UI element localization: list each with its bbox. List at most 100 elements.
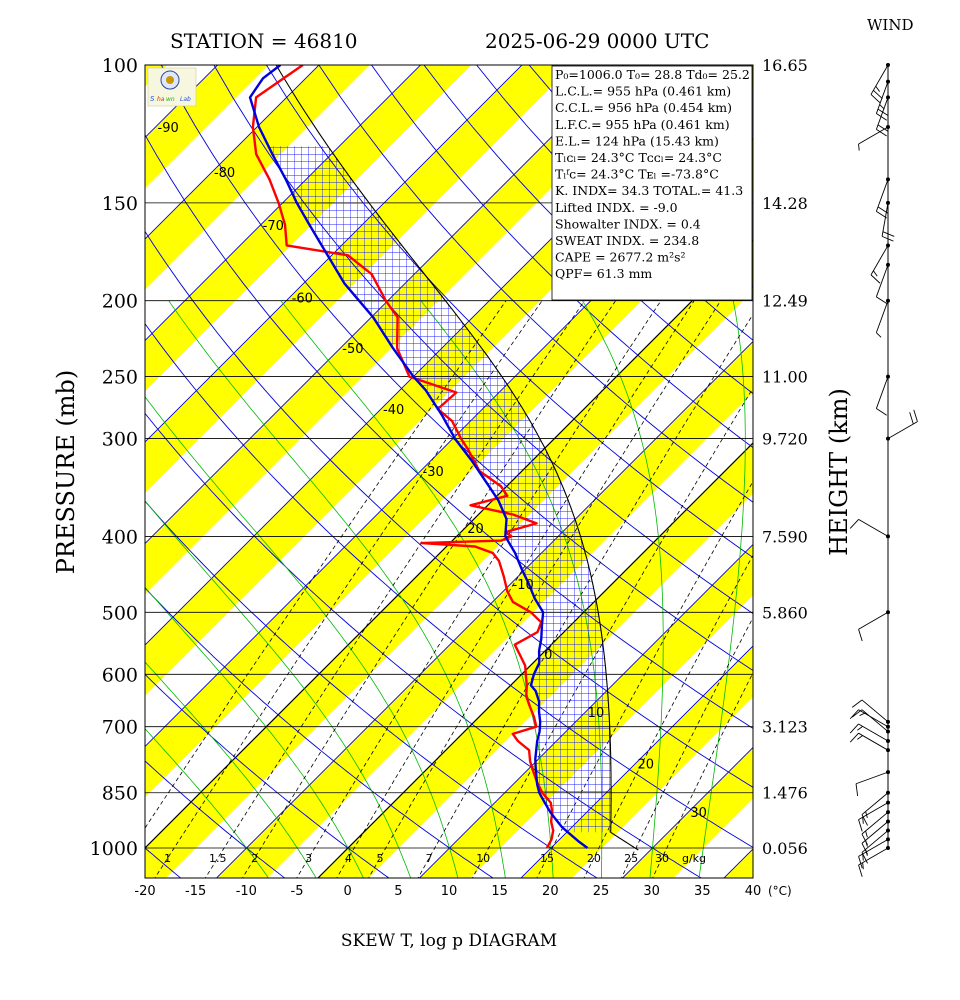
- dry-adiabat: [371, 65, 753, 449]
- mixing-ratio-line: [621, 616, 753, 878]
- isotherm-line: [145, 65, 523, 443]
- isotherm-line: [0, 60, 20, 883]
- wind-label: WIND: [867, 16, 914, 34]
- wind-barb-staff: [861, 699, 889, 723]
- wind-barb-flag: [858, 143, 860, 151]
- mixing-ratio-line: [204, 300, 585, 878]
- mixing-ratio-line: [336, 300, 695, 878]
- temp-tick-label: 40: [745, 884, 762, 899]
- stats-line: QPF= 61.3 mm: [555, 266, 652, 281]
- pressure-tick-label: 100: [102, 55, 138, 77]
- isotherm-band: [145, 65, 675, 595]
- temp-tick-label: -15: [185, 884, 206, 899]
- dry-adiabat: [266, 65, 753, 559]
- temp-tick-label: 20: [542, 884, 559, 899]
- diagram-title: SKEW T, log p DIAGRAM: [341, 931, 557, 951]
- mixing-ratio-line: [368, 300, 722, 878]
- wind-barb-flag: [877, 206, 889, 214]
- wind-barb-staff: [858, 519, 889, 537]
- stats-line: Tₗᶠᴄ= 24.3°C Tᴇₗ =-73.8°C: [555, 167, 719, 182]
- temp-tick-label: -10: [236, 884, 257, 899]
- mixing-ratio-label: 25: [624, 852, 638, 865]
- stats-line: SWEAT INDX. = 234.8: [555, 233, 699, 248]
- wind-barb-staff: [861, 821, 889, 844]
- wind-barb-staff: [887, 421, 918, 439]
- isotherm-band: [145, 65, 472, 392]
- wind-barb-flag: [862, 862, 864, 870]
- pressure-tick-label: 1000: [90, 838, 138, 860]
- height-tick-label: 0.056: [762, 839, 808, 858]
- datetime-label: 2025-06-29 0000 UTC: [485, 29, 709, 53]
- temp-tick-label: 30: [643, 884, 660, 899]
- height-tick-label: 16.65: [762, 56, 808, 75]
- pressure-tick-label: 850: [102, 783, 138, 805]
- mixing-ratio-label: 15: [540, 852, 554, 865]
- svg-text:S: S: [150, 95, 155, 103]
- dry-adiabat: [318, 65, 753, 503]
- wind-barb-staff: [861, 792, 889, 815]
- mixing-ratio-label: 7: [426, 852, 433, 865]
- stats-line: L.C.L.= 955 hPa (0.461 km): [555, 84, 731, 99]
- pressure-tick-label: 400: [102, 526, 138, 548]
- moist-adiabat: [582, 300, 664, 878]
- parcel-curve: [275, 65, 639, 851]
- height-tick-label: 1.476: [762, 784, 808, 803]
- isotherm-label: 20: [467, 522, 484, 537]
- wind-barb-staff: [858, 611, 889, 630]
- mixing-ratio-label: 30: [655, 852, 669, 865]
- wind-barb-staff: [858, 723, 889, 742]
- height-tick-label: 9.720: [762, 430, 808, 449]
- isotherm-line: [317, 442, 753, 878]
- stats-line: CAPE = 2677.2 m²s²: [555, 250, 686, 265]
- isotherm-labels: -90 -80 -70 -60 -50 -40 -30 20 -10 0 10 20 30: [158, 121, 707, 821]
- wind-barb-flag: [870, 94, 881, 104]
- mixing-ratio-label: 3: [305, 852, 312, 865]
- pressure-tick-label: 700: [102, 717, 138, 739]
- moist-adiabat: [145, 586, 364, 878]
- temperature-line: [248, 65, 589, 849]
- isobar-lines: [145, 65, 753, 849]
- wind-barb-flag: [876, 210, 887, 219]
- mixing-ratio-label: 2: [251, 852, 258, 865]
- height-tick-label: 11.00: [762, 368, 808, 387]
- wind-barb-flag: [909, 412, 914, 425]
- mixing-ratio-label: 20: [587, 852, 601, 865]
- y-axis-title: PRESSURE (mb): [52, 370, 80, 575]
- wind-barb-staff: [858, 839, 889, 857]
- stats-line: P₀=1006.0 T₀= 28.8 Td₀= 25.2: [555, 67, 750, 82]
- wind-barb-staff: [858, 126, 889, 145]
- wind-barb-flag: [873, 89, 883, 100]
- wind-barb-flag: [865, 830, 868, 838]
- mixing-ratio-line: [145, 300, 507, 829]
- wind-barb-staff: [875, 300, 889, 333]
- wind-barb-flag: [858, 864, 863, 877]
- wind-barb-flag: [861, 843, 868, 855]
- wind-barb-flag: [857, 725, 863, 731]
- wind-barb-staff: [858, 847, 889, 866]
- wind-barb-staff: [875, 179, 889, 212]
- moist-adiabat: [145, 500, 412, 878]
- wind-barb-staff: [861, 709, 889, 732]
- wind-barb-staff: [875, 264, 889, 297]
- wind-barb-staff: [870, 245, 889, 276]
- moist-adiabat: [168, 300, 506, 878]
- mixing-ratio-labels: 0.7 1 1.5 2 3 4 5 7 10 15 20 25 30 g/kg: [164, 852, 706, 865]
- wind-barb-flag: [849, 723, 859, 734]
- station-label: STATION = 46810: [170, 29, 358, 53]
- dry-adiabat: [145, 673, 390, 878]
- plot-frame: [144, 64, 754, 879]
- isotherm-band: [145, 65, 573, 493]
- wind-barb-flag: [858, 856, 863, 869]
- isotherm-label: -50: [342, 342, 363, 357]
- wind-barb-staff: [855, 771, 889, 785]
- parcel-line: [275, 65, 639, 851]
- height-tick-label: 7.590: [762, 527, 808, 546]
- temp-tick-label: 5: [394, 884, 402, 899]
- isotherm-label: 0: [544, 648, 552, 663]
- wind-barb-flag: [849, 732, 859, 743]
- mixing-ratio-label: 10: [476, 852, 490, 865]
- dewpoint-line: [251, 65, 555, 849]
- temp-tick-label: -5: [291, 884, 304, 899]
- isotherm-band: [145, 240, 753, 878]
